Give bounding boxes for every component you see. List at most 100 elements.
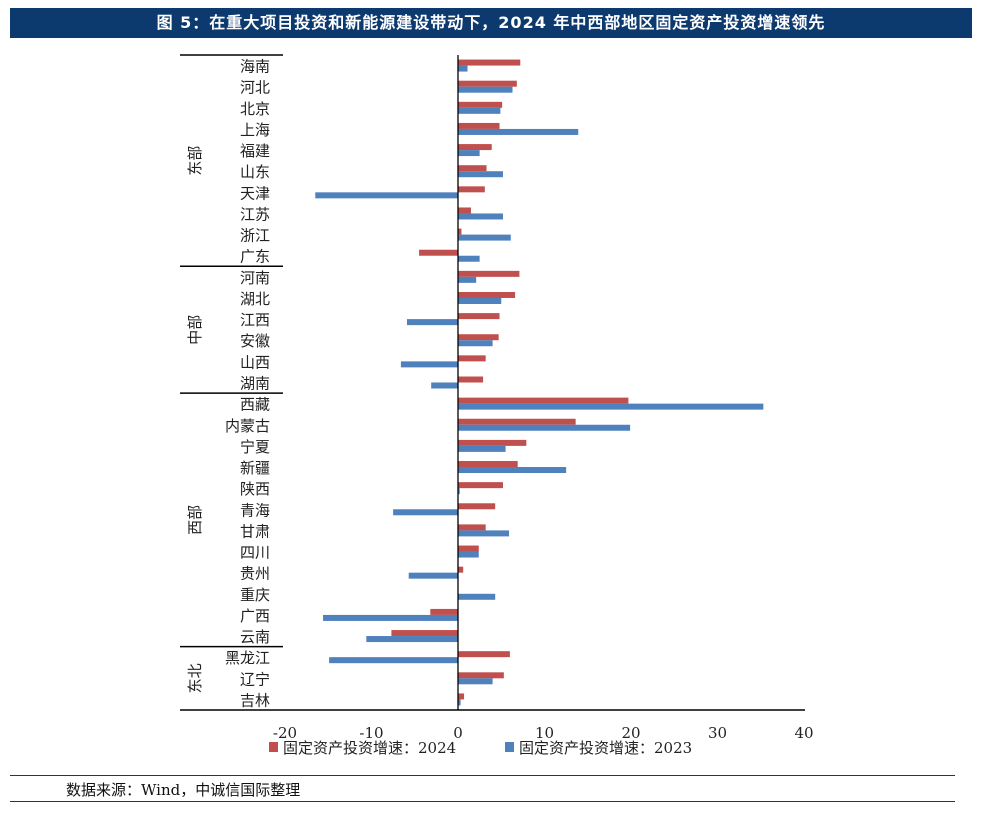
bar-2023-山东: [458, 171, 503, 178]
bar-2023-天津: [315, 192, 458, 199]
x-tick-label: 0: [453, 724, 463, 742]
category-label: 北京: [240, 100, 270, 118]
bar-2023-重庆: [458, 593, 496, 600]
bar-2024-江西: [458, 313, 500, 320]
category-label: 江西: [240, 311, 270, 329]
category-label: 内蒙古: [225, 417, 270, 435]
category-label: 山西: [240, 353, 270, 371]
bar-2023-贵州: [408, 572, 458, 579]
bar-2023-辽宁: [458, 678, 493, 685]
bar-2024-江苏: [458, 207, 471, 214]
bar-2023-湖北: [458, 297, 502, 304]
bar-2024-天津: [458, 186, 485, 193]
category-label: 黑龙江: [225, 649, 270, 667]
bar-2023-海南: [458, 65, 468, 72]
bar-2023-甘肃: [458, 530, 510, 537]
bar-2023-青海: [393, 509, 458, 516]
x-tick-label: 30: [708, 724, 727, 742]
category-label: 辽宁: [240, 670, 270, 688]
bar-2023-黑龙江: [329, 657, 458, 664]
category-label: 贵州: [240, 565, 270, 583]
group-label-0: 东部: [186, 146, 204, 176]
bar-2024-北京: [458, 101, 503, 108]
source-bottom-rule: [10, 801, 955, 802]
legend-swatch-0: [269, 742, 278, 752]
bar-2023-山西: [400, 361, 458, 368]
bar-2024-山东: [458, 165, 487, 172]
bar-2023-四川: [458, 551, 479, 558]
category-label: 福建: [240, 142, 270, 160]
legend-swatch-1: [505, 742, 514, 752]
category-label: 广东: [240, 248, 270, 266]
category-label: 新疆: [240, 459, 270, 477]
figure-title: 图 5：在重大项目投资和新能源建设带动下，2024 年中西部地区固定资产投资增速…: [10, 8, 972, 38]
bar-2024-山西: [458, 355, 486, 362]
bar-2023-陕西: [458, 488, 460, 495]
category-label: 湖南: [240, 375, 270, 393]
bar-2024-浙江: [458, 228, 462, 235]
category-label: 山东: [240, 163, 270, 181]
bar-2024-上海: [458, 122, 500, 129]
bar-2023-云南: [366, 636, 458, 643]
bar-2024-湖南: [458, 376, 484, 383]
category-label: 青海: [240, 501, 270, 519]
x-tick-label: 10: [535, 724, 554, 742]
category-label: 甘肃: [240, 522, 270, 540]
category-label: 云南: [240, 628, 270, 646]
bar-2023-新疆: [458, 467, 567, 474]
category-label: 河北: [240, 79, 270, 97]
bar-2023-河北: [458, 86, 513, 93]
bar-2024-海南: [458, 59, 521, 66]
bar-2024-青海: [458, 503, 496, 510]
bar-2023-河南: [458, 276, 477, 283]
bar-2024-内蒙古: [458, 418, 576, 425]
group-label-3: 东北: [186, 663, 204, 693]
x-tick-label: 20: [621, 724, 640, 742]
bar-2024-陕西: [458, 482, 503, 489]
x-tick-label: 40: [794, 724, 813, 742]
bar-2023-广西: [323, 614, 458, 621]
category-label: 海南: [240, 58, 270, 76]
bar-2024-云南: [391, 630, 458, 637]
bar-2023-安徽: [458, 340, 493, 347]
bar-2024-吉林: [458, 693, 465, 700]
bar-2024-河南: [458, 270, 520, 277]
x-tick-label: -10: [359, 724, 383, 742]
bar-2023-宁夏: [458, 445, 506, 452]
category-label: 上海: [240, 121, 270, 139]
category-label: 河南: [240, 269, 270, 287]
category-label: 吉林: [240, 691, 270, 709]
bar-2024-新疆: [458, 461, 518, 468]
bar-2023-湖南: [431, 382, 458, 389]
bar-2024-甘肃: [458, 524, 486, 531]
category-label: 广西: [240, 607, 270, 625]
source-note: 数据来源：Wind，中诚信国际整理: [66, 781, 301, 799]
bar-2023-江苏: [458, 213, 503, 220]
bar-2023-吉林: [458, 699, 461, 706]
bar-2024-四川: [458, 545, 479, 552]
category-label: 湖北: [240, 290, 270, 308]
bar-2024-安徽: [458, 334, 499, 341]
group-label-1: 中部: [186, 315, 204, 345]
bar-2023-内蒙古: [458, 424, 631, 431]
category-label: 西藏: [240, 396, 270, 414]
category-label: 陕西: [240, 480, 270, 498]
category-label: 天津: [240, 184, 270, 202]
bar-2024-福建: [458, 144, 492, 151]
bar-2024-辽宁: [458, 672, 504, 679]
bar-2023-广东: [458, 255, 480, 262]
bar-2023-江西: [406, 319, 458, 326]
category-label: 江苏: [240, 205, 270, 223]
bar-2024-西藏: [458, 397, 629, 404]
category-label: 宁夏: [240, 438, 270, 456]
bar-2023-浙江: [458, 234, 511, 241]
bar-2024-河北: [458, 80, 517, 87]
bar-2023-西藏: [458, 403, 764, 410]
category-label: 安徽: [240, 332, 270, 350]
bar-2024-湖北: [458, 291, 516, 298]
bar-2024-黑龙江: [458, 651, 510, 658]
category-label: 四川: [240, 544, 270, 562]
source-top-rule: [10, 775, 955, 776]
bar-2024-宁夏: [458, 439, 527, 446]
